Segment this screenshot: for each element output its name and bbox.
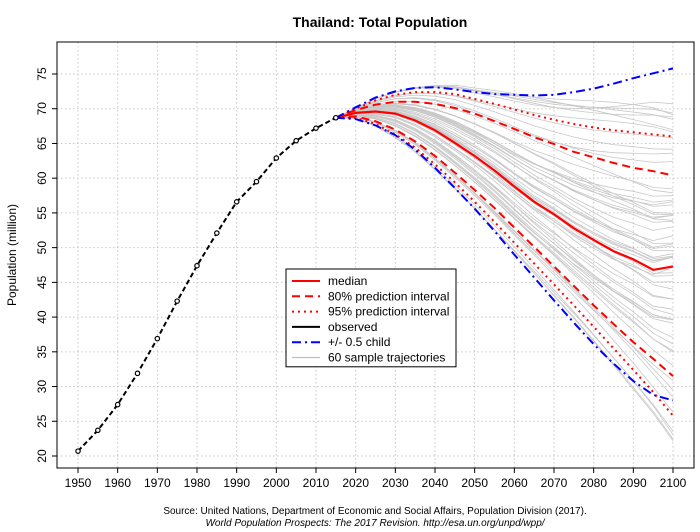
source-line-2: World Population Prospects: The 2017 Rev…: [205, 518, 545, 529]
observed-point: [95, 427, 101, 434]
x-tick-label: 2090: [620, 476, 647, 490]
observed-point: [313, 125, 319, 131]
sample-trajectory: [335, 113, 674, 310]
x-tick-label: 2100: [660, 476, 687, 490]
x-axis: 1950 1960 1970 1980 1990 2000 2010 2020 2030 2040…: [65, 468, 687, 490]
observed-point: [75, 448, 81, 454]
sample-trajectory: [335, 105, 674, 221]
y-tick-label: 75: [35, 67, 49, 81]
source-line-1: Source: United Nations, Department of Ec…: [163, 506, 586, 517]
series--0-5-child-lower-: [335, 116, 674, 402]
observed-point: [194, 262, 200, 269]
y-tick-label: 60: [35, 171, 49, 185]
observed-point: [214, 230, 220, 236]
sample-trajectory: [335, 106, 674, 218]
observed-point: [233, 198, 240, 205]
x-tick-label: 2050: [461, 476, 488, 490]
legend-label: median: [328, 274, 367, 288]
sample-trajectories: [335, 84, 674, 442]
sample-trajectory: [335, 108, 674, 245]
sample-trajectory: [335, 102, 674, 190]
series-80-prediction-interval-lower-: [335, 115, 674, 377]
x-tick-label: 1970: [144, 476, 171, 490]
series-observed: [77, 116, 337, 452]
x-tick-label: 2030: [382, 476, 409, 490]
sample-trajectory: [335, 112, 674, 277]
y-tick-label: 25: [35, 414, 49, 428]
x-tick-label: 1990: [223, 476, 250, 490]
y-tick-label: 50: [35, 241, 49, 255]
sample-trajectory: [335, 103, 674, 215]
sample-trajectory: [335, 114, 674, 315]
x-tick-label: 2060: [501, 476, 528, 490]
y-tick-label: 45: [35, 275, 49, 289]
series-lines: [77, 67, 674, 452]
sample-trajectory: [335, 116, 674, 398]
sample-trajectory: [335, 94, 674, 150]
chart-title: Thailand: Total Population: [293, 14, 468, 30]
observed-point: [114, 401, 121, 408]
sample-trajectory: [335, 116, 674, 413]
series-95-prediction-interval-lower-: [335, 116, 674, 417]
sample-trajectory: [335, 111, 674, 274]
legend-box: [285, 268, 457, 368]
observed-point: [253, 178, 260, 185]
observed-point: [293, 137, 299, 144]
y-tick-label: 20: [35, 449, 49, 463]
x-tick-label: 2000: [263, 476, 290, 490]
sample-trajectory: [335, 108, 674, 242]
y-tick-label: 70: [35, 102, 49, 116]
legend-label: 60 sample trajectories: [328, 351, 445, 365]
sample-trajectory: [335, 111, 674, 276]
x-tick-label: 1960: [104, 476, 131, 490]
y-tick-label: 30: [35, 380, 49, 394]
series--0-5-child-upper-: [335, 67, 674, 119]
legend-label: observed: [328, 320, 377, 334]
observed-point: [273, 155, 280, 161]
x-tick-label: 1950: [65, 476, 92, 490]
legend-label: +/- 0.5 child: [328, 335, 390, 349]
observed-point: [134, 370, 141, 377]
sample-trajectory: [335, 117, 674, 442]
y-tick-label: 55: [35, 206, 49, 220]
observed-point: [154, 335, 161, 342]
sample-trajectory: [335, 107, 674, 248]
plot-frame: [56, 41, 695, 469]
series-median: [335, 110, 674, 272]
y-tick-label: 35: [35, 345, 49, 359]
sample-trajectory: [335, 113, 674, 300]
legend-label: 80% prediction interval: [328, 289, 449, 303]
sample-trajectory: [335, 106, 674, 231]
series-80-prediction-interval-upper-: [335, 100, 674, 177]
sample-trajectory: [335, 104, 674, 206]
x-tick-label: 2010: [303, 476, 330, 490]
y-axis-label: Population (million): [5, 204, 19, 306]
observed-points: [75, 114, 339, 454]
sample-trajectory: [335, 109, 674, 249]
x-tick-label: 2080: [580, 476, 607, 490]
sample-trajectory: [335, 115, 674, 353]
x-tick-label: 2070: [541, 476, 568, 490]
y-tick-label: 65: [35, 136, 49, 150]
x-tick-label: 2040: [422, 476, 449, 490]
series-95-prediction-interval-upper-: [335, 91, 674, 138]
sample-trajectory: [335, 114, 674, 320]
sample-trajectory: [335, 114, 674, 345]
legend-label: 95% prediction interval: [328, 305, 449, 319]
x-tick-label: 1980: [184, 476, 211, 490]
y-tick-label: 40: [35, 310, 49, 324]
observed-point: [333, 114, 339, 121]
y-axis: 20 25 30 35 40 45 50 55 60 65 70 75: [35, 67, 57, 463]
x-tick-label: 2020: [342, 476, 369, 490]
observed-point: [174, 298, 180, 304]
